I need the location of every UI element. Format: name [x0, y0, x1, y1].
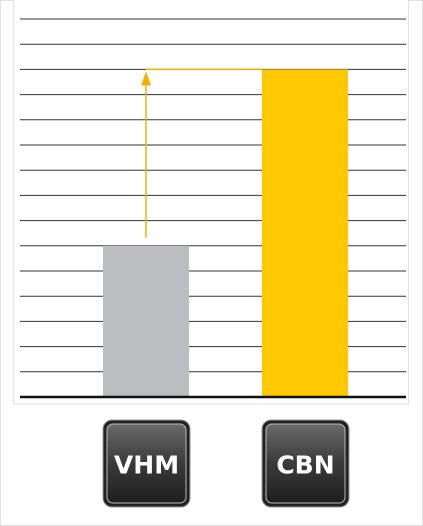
button-inner [106, 423, 187, 504]
button-inner [265, 423, 346, 504]
category-label: CBN [276, 451, 334, 480]
category-button: VHM [102, 419, 191, 508]
arrow-head [141, 71, 151, 86]
plot-frame [13, 0, 409, 405]
category-button: CBN [261, 419, 350, 508]
category-label: VHM [114, 451, 179, 480]
bar [262, 69, 348, 398]
bar [103, 245, 189, 397]
